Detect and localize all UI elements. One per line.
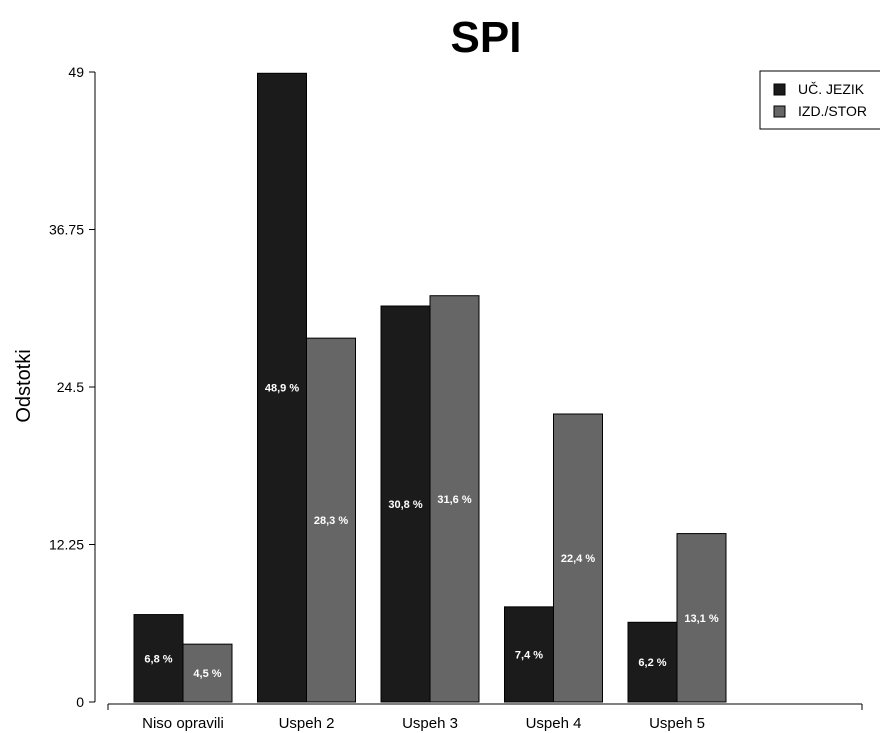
x-tick-label: Uspeh 3	[402, 715, 458, 732]
legend-entry: UČ. JEZIK	[798, 81, 865, 97]
bar-izd-stor	[306, 337, 356, 703]
legend: UČ. JEZIK IZD./STOR	[759, 70, 880, 130]
y-axis-label: Odstotki	[13, 349, 35, 422]
data-label: 6,2 %	[638, 657, 666, 669]
axes: 0 12.25 24.5 36.75 49 Niso opravili Uspeh 2 Usp…	[49, 64, 863, 732]
legend-swatch	[773, 105, 786, 118]
bar-izd-stor	[182, 643, 233, 703]
bar-izd-stor	[676, 533, 727, 703]
bar-uc-jezik	[380, 305, 431, 703]
data-label: 13,1 %	[684, 613, 718, 625]
y-tick-label: 12.25	[49, 537, 84, 553]
x-tick-label: Uspeh 5	[649, 715, 705, 732]
y-tick-label: 36.75	[49, 222, 84, 238]
y-tick-label: 24.5	[57, 379, 84, 395]
bar-uc-jezik	[133, 614, 184, 703]
x-tick-label: Uspeh 4	[526, 715, 582, 732]
data-label: 30,8 %	[388, 499, 422, 511]
bars	[133, 72, 727, 703]
data-label: 7,4 %	[515, 649, 543, 661]
data-label: 6,8 %	[144, 653, 172, 665]
data-label: 4,5 %	[193, 668, 221, 680]
legend-swatch	[773, 83, 786, 96]
y-tick-label: 0	[76, 694, 84, 710]
x-tick-label: Niso opravili	[142, 715, 224, 732]
legend-entry: IZD./STOR	[798, 103, 867, 119]
data-label: 31,6 %	[437, 494, 471, 506]
data-label: 28,3 %	[314, 515, 348, 527]
bar-uc-jezik	[504, 606, 554, 703]
bar-izd-stor	[553, 413, 603, 703]
data-label: 48,9 %	[265, 383, 299, 395]
bar-izd-stor	[429, 295, 480, 703]
bar-uc-jezik	[627, 621, 678, 703]
data-labels: 6,8 % 4,5 % 48,9 % 28,3 % 30,8 % 31,6 % 7,4 % 2…	[144, 383, 718, 680]
data-label: 22,4 %	[561, 553, 595, 565]
legend-box	[759, 70, 880, 130]
chart-title: SPI	[451, 13, 522, 62]
x-tick-label: Uspeh 2	[279, 715, 335, 732]
y-tick-label: 49	[68, 64, 84, 80]
